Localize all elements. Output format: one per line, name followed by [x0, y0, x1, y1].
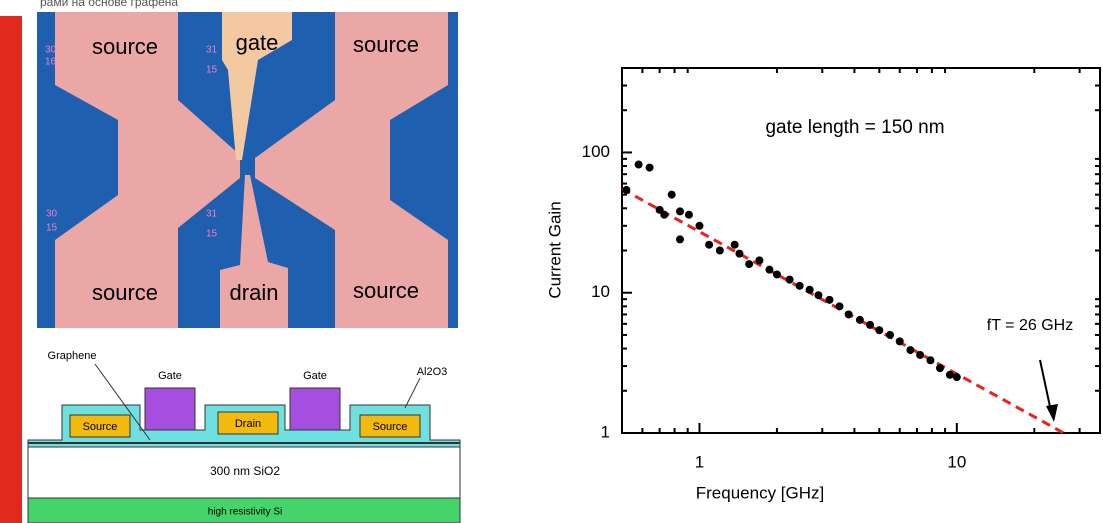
x-tick-label: 1 [695, 452, 704, 471]
cross-section: Graphene Gate Gate Al2O3 Source Drain 30… [28, 350, 460, 523]
x-axis-label: Frequency [GHz] [696, 483, 825, 502]
data-point [856, 316, 864, 324]
layer-label: Al2O3 [417, 366, 448, 378]
x-tick-label: 10 [947, 452, 966, 471]
data-point [695, 222, 703, 230]
marker: 16 [45, 57, 57, 68]
annotation: gate length = 150 nm [765, 117, 944, 138]
pad-label: source [92, 280, 158, 305]
data-point [668, 191, 676, 199]
data-point [773, 270, 781, 278]
layer-label: Drain [235, 418, 261, 430]
data-point [835, 302, 843, 310]
data-point [660, 211, 668, 219]
fit-line [622, 189, 1064, 433]
layer-label: high resistivity Si [208, 507, 282, 518]
marker: 31 [206, 45, 218, 56]
data-point [845, 310, 853, 318]
chart: Frequency [GHz] Current Gain gate length… [545, 68, 1100, 502]
caption: рами на основе графена [40, 0, 178, 9]
layer-label: 300 nm SiO2 [210, 464, 280, 478]
data-point [875, 326, 883, 334]
y-axis-label: Current Gain [545, 201, 564, 298]
y-tick-label: 100 [582, 142, 610, 161]
data-point [936, 364, 944, 372]
pad-label: drain [230, 280, 279, 305]
marker: 30 [46, 209, 58, 220]
y-tick-label: 1 [601, 422, 610, 441]
annotation: fT = 26 GHz [987, 317, 1073, 334]
marker: 15 [206, 65, 218, 76]
data-point [866, 321, 874, 329]
data-point [825, 296, 833, 304]
data-point [622, 186, 630, 194]
page: рами на основе графена source gate sourc… [0, 0, 1103, 523]
data-point [806, 286, 814, 294]
data-point [786, 276, 794, 284]
layer-label: Source [83, 421, 118, 433]
data-point [953, 373, 961, 381]
layer-label: Gate [158, 370, 182, 382]
pad-label: source [353, 32, 419, 57]
data-point [685, 211, 693, 219]
micrograph: source gate source source drain source 3… [37, 12, 458, 328]
layer-label: Source [373, 421, 408, 433]
arrow-head [1046, 404, 1058, 422]
data-point [745, 260, 753, 268]
data-point [676, 207, 684, 215]
marker: 30 [45, 45, 57, 56]
data-point [814, 291, 822, 299]
data-point [735, 250, 743, 258]
marker: 31 [206, 209, 218, 220]
pad-label: source [92, 34, 158, 59]
marker: 15 [46, 223, 58, 234]
data-point [896, 337, 904, 345]
data-point [886, 331, 894, 339]
data-point [716, 247, 724, 255]
data-point [676, 235, 684, 243]
data-point [916, 351, 924, 359]
y-tick-label: 10 [591, 282, 610, 301]
data-point [705, 241, 713, 249]
data-point [765, 266, 773, 274]
pad-label: source [353, 278, 419, 303]
data-point [635, 161, 643, 169]
data-point [926, 356, 934, 364]
data-point [906, 346, 914, 354]
data-point [731, 241, 739, 249]
layer-label: Gate [303, 370, 327, 382]
data-point [755, 256, 763, 264]
data-point [946, 371, 954, 379]
marker: 15 [206, 229, 218, 240]
data-point [646, 164, 654, 172]
data-point [796, 282, 804, 290]
side-bar [0, 16, 22, 523]
layer-label: Graphene [48, 350, 97, 362]
pad-label: gate [236, 30, 279, 55]
